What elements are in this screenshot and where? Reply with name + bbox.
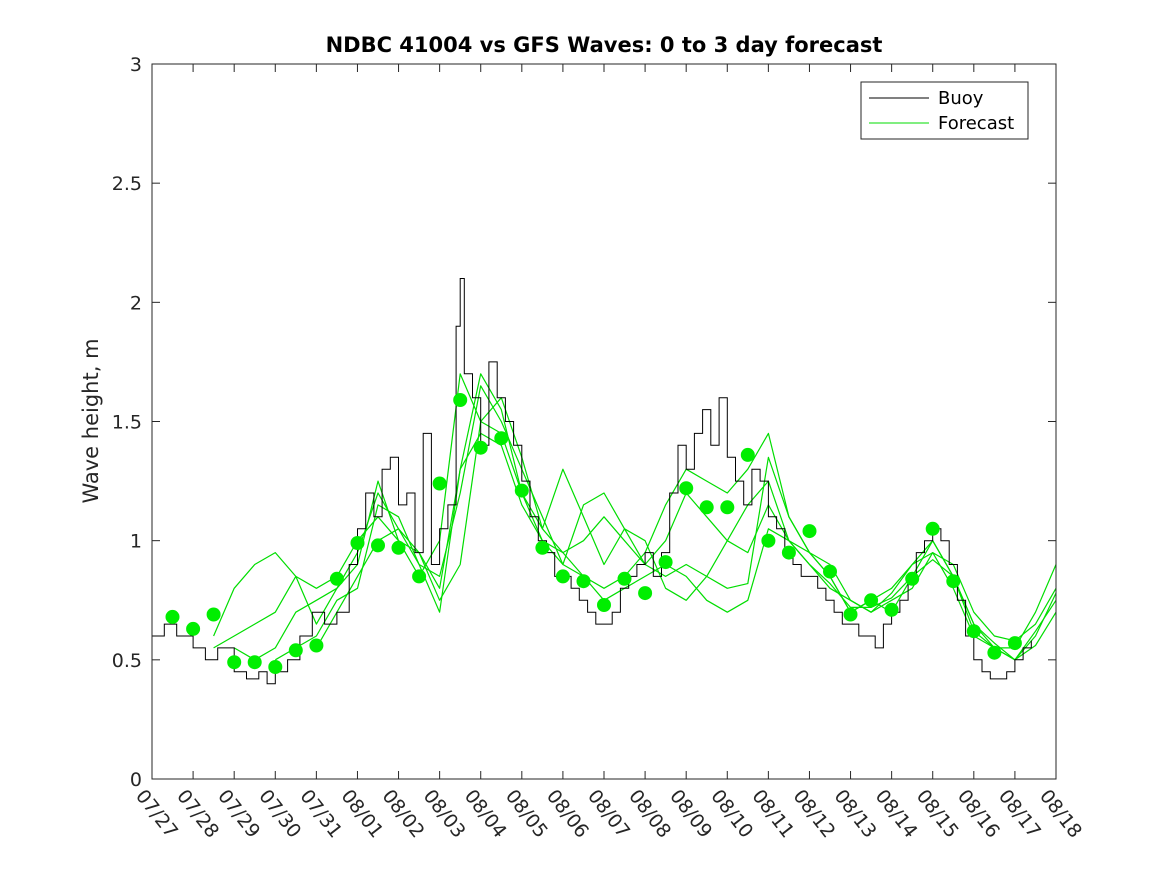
plot-area xyxy=(152,64,1056,779)
forecast-marker xyxy=(453,393,468,407)
x-tick-label: 08/09 xyxy=(665,786,716,843)
forecast-marker xyxy=(329,571,344,586)
x-tick-label: 08/15 xyxy=(912,786,963,843)
forecast-marker xyxy=(350,536,365,550)
legend: Buoy Forecast xyxy=(860,81,1029,140)
forecast-marker xyxy=(576,574,591,589)
x-tick-label: 08/14 xyxy=(871,786,922,843)
x-tick-label: 08/12 xyxy=(789,786,840,843)
x-tick-label: 07/27 xyxy=(131,786,182,843)
forecast-marker xyxy=(597,598,611,612)
forecast-marker xyxy=(864,593,879,608)
forecast-marker xyxy=(535,540,550,555)
forecast-marker xyxy=(987,645,1002,660)
forecast-marker xyxy=(720,500,735,515)
x-tick-label: 08/07 xyxy=(583,786,634,843)
x-tick-label: 08/01 xyxy=(337,786,388,843)
forecast-marker xyxy=(514,483,529,498)
forecast-marker xyxy=(165,609,180,624)
x-tick-label: 08/10 xyxy=(706,786,757,843)
forecast-marker xyxy=(268,660,283,674)
x-tick-label: 08/18 xyxy=(1035,786,1086,843)
forecast-marker xyxy=(658,555,673,570)
forecast-marker xyxy=(412,569,427,584)
forecast-marker xyxy=(740,447,755,462)
forecast-marker xyxy=(823,564,837,579)
x-tick-label: 07/28 xyxy=(172,786,223,843)
forecast-marker xyxy=(247,655,262,670)
y-tick-label: 2.5 xyxy=(112,173,142,195)
forecast-marker xyxy=(617,571,632,586)
x-tick-label: 08/05 xyxy=(501,786,552,843)
x-tick-label: 07/29 xyxy=(213,786,264,843)
forecast-marker xyxy=(288,643,303,658)
forecast-marker xyxy=(494,431,509,446)
x-tick-label: 08/17 xyxy=(994,786,1045,843)
x-tick-label: 08/03 xyxy=(419,786,470,843)
y-tick-label: 1.5 xyxy=(112,412,142,434)
chart-title: NDBC 41004 vs GFS Waves: 0 to 3 day fore… xyxy=(326,33,883,57)
y-tick-label: 3 xyxy=(130,54,142,76)
forecast-marker xyxy=(679,481,694,496)
forecast-marker xyxy=(206,607,221,622)
forecast-marker xyxy=(555,569,570,584)
forecast-marker xyxy=(432,476,447,491)
forecast-marker xyxy=(473,440,488,455)
forecast-markers-layer xyxy=(165,393,1022,674)
forecast-marker xyxy=(946,574,961,589)
forecast-marker xyxy=(638,586,653,601)
y-tick-label: 1 xyxy=(130,531,142,553)
forecast-marker xyxy=(309,638,324,653)
forecast-marker xyxy=(925,521,940,536)
forecast-marker xyxy=(227,655,242,670)
forecast-marker xyxy=(905,571,920,586)
forecast-marker xyxy=(699,500,714,515)
forecast-line-4 xyxy=(274,373,1057,661)
forecast-marker xyxy=(884,602,899,617)
y-tick-label: 0.5 xyxy=(112,650,142,672)
forecast-marker xyxy=(761,533,776,548)
forecast-line-3 xyxy=(233,397,1057,661)
forecast-marker xyxy=(843,607,858,622)
x-tick-label: 08/04 xyxy=(460,786,511,843)
x-tick-label: 08/11 xyxy=(747,786,798,843)
forecast-marker xyxy=(781,545,796,560)
x-tick-label: 07/31 xyxy=(295,786,346,843)
forecast-line-5 xyxy=(315,432,1057,661)
forecast-marker xyxy=(391,540,406,555)
x-tick-label: 07/30 xyxy=(254,786,305,843)
x-tick-label: 08/06 xyxy=(542,786,593,843)
forecast-marker xyxy=(966,624,981,639)
forecast-marker xyxy=(186,621,201,636)
y-tick-label: 0 xyxy=(130,769,142,791)
x-tick-label: 08/13 xyxy=(830,786,881,843)
x-tick-label: 08/16 xyxy=(953,786,1004,843)
legend-label-buoy: Buoy xyxy=(938,88,984,109)
legend-label-forecast: Forecast xyxy=(938,113,1014,134)
y-axis: 0 0.5 1 1.5 2 2.5 3 xyxy=(112,54,1056,791)
x-tick-label: 08/08 xyxy=(624,786,675,843)
x-tick-label: 08/02 xyxy=(378,786,429,843)
forecast-marker xyxy=(802,524,817,539)
forecast-marker xyxy=(1007,636,1022,651)
forecast-marker xyxy=(371,538,385,553)
y-axis-label: Wave height, m xyxy=(79,338,103,503)
y-tick-label: 2 xyxy=(130,292,142,314)
legend-box xyxy=(860,81,1029,140)
